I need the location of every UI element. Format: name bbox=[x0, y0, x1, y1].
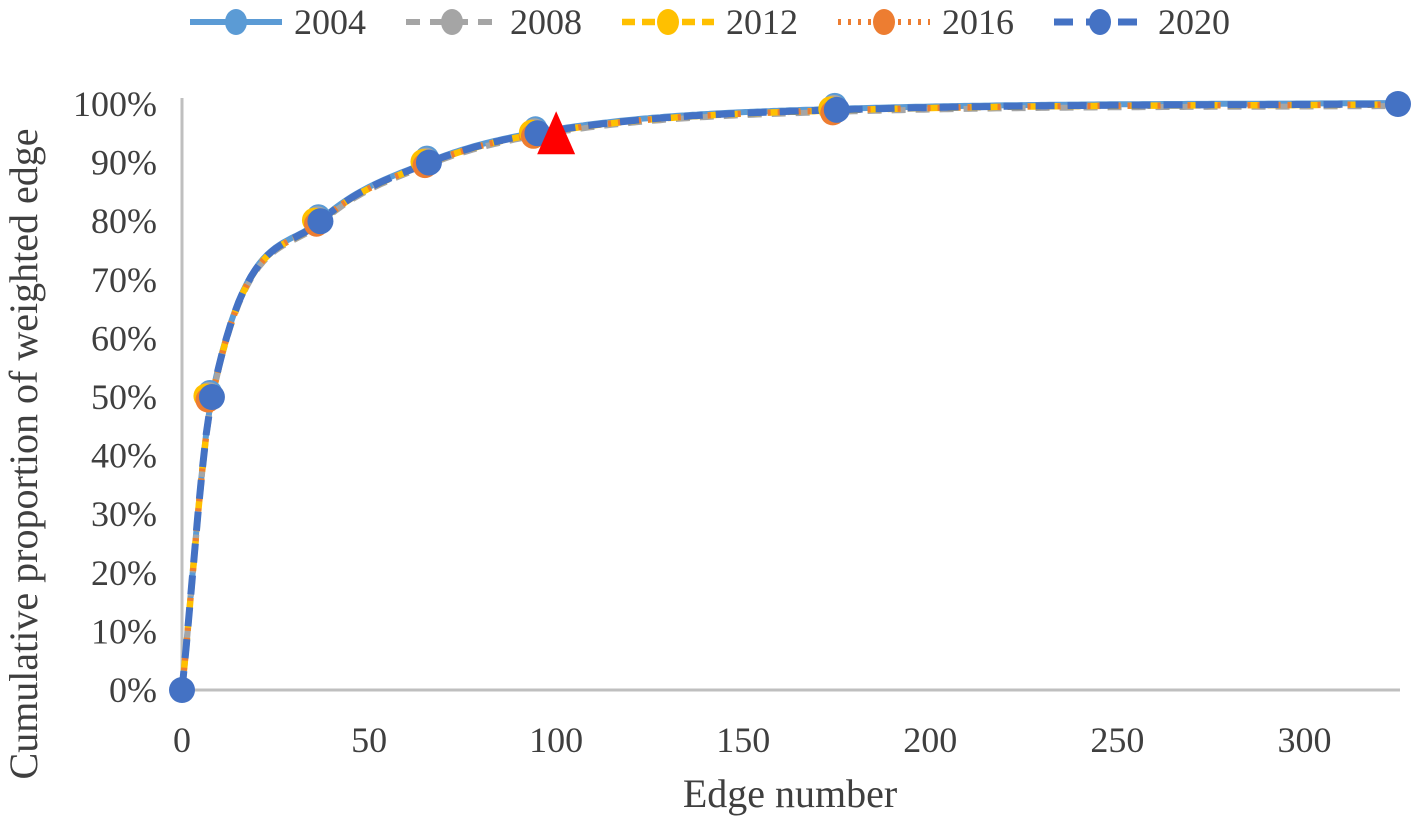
legend-line-sample bbox=[1054, 9, 1146, 35]
legend-line-sample bbox=[406, 9, 498, 35]
legend-label: 2008 bbox=[510, 2, 582, 42]
x-tick-label: 200 bbox=[903, 720, 957, 760]
x-tick-label: 300 bbox=[1277, 720, 1331, 760]
legend-item-2016: 2016 bbox=[836, 4, 1014, 40]
x-tick-label: 150 bbox=[716, 720, 770, 760]
y-tick-label: 20% bbox=[91, 553, 157, 593]
y-axis-title: Cumulative proportion of weighted edge bbox=[1, 128, 46, 780]
legend-item-2004: 2004 bbox=[188, 4, 366, 40]
y-tick-label: 70% bbox=[91, 260, 157, 300]
series-line-2020 bbox=[178, 100, 1398, 691]
y-tick-label: 0% bbox=[109, 670, 157, 710]
legend-label: 2016 bbox=[942, 2, 1014, 42]
data-point-marker-2020 bbox=[307, 208, 334, 235]
legend-label: 2004 bbox=[294, 2, 366, 42]
data-point-marker-2020 bbox=[198, 384, 225, 410]
y-tick-label: 30% bbox=[91, 494, 157, 534]
legend-line-sample bbox=[622, 9, 714, 35]
x-axis-title: Edge number bbox=[682, 771, 898, 816]
series-line-2012 bbox=[178, 101, 1398, 691]
legend-line-sample bbox=[838, 9, 930, 35]
legend-marker-icon bbox=[1089, 9, 1111, 35]
legend-label: 2012 bbox=[726, 2, 798, 42]
x-tick-label: 100 bbox=[529, 720, 583, 760]
legend-marker-icon bbox=[657, 9, 679, 35]
legend-label: 2020 bbox=[1158, 2, 1230, 42]
legend-item-2008: 2008 bbox=[404, 4, 582, 40]
x-tick-label: 50 bbox=[351, 720, 387, 760]
y-tick-label: 40% bbox=[91, 436, 157, 476]
x-tick-label: 0 bbox=[173, 720, 191, 760]
legend-line-sample bbox=[190, 9, 282, 35]
y-tick-label: 50% bbox=[91, 377, 157, 417]
legend-marker-icon bbox=[873, 9, 895, 35]
data-point-marker-2020 bbox=[823, 96, 850, 123]
chart-legend: 2004 2008 2012 2016 2020 bbox=[0, 2, 1418, 42]
y-tick-label: 60% bbox=[91, 318, 157, 358]
legend-marker-icon bbox=[225, 9, 247, 35]
y-tick-label: 10% bbox=[91, 611, 157, 651]
legend-marker-icon bbox=[441, 9, 463, 35]
data-point-marker-2020 bbox=[169, 677, 195, 703]
x-tick-label: 250 bbox=[1090, 720, 1144, 760]
y-tick-label: 80% bbox=[91, 201, 157, 241]
data-point-marker-2020 bbox=[1385, 91, 1411, 117]
legend-item-2020: 2020 bbox=[1052, 4, 1230, 40]
triangle-annotation bbox=[537, 111, 576, 155]
data-point-marker-2020 bbox=[415, 149, 442, 176]
y-tick-label: 100% bbox=[73, 84, 157, 124]
legend-item-2012: 2012 bbox=[620, 4, 798, 40]
y-tick-label: 90% bbox=[91, 143, 157, 183]
